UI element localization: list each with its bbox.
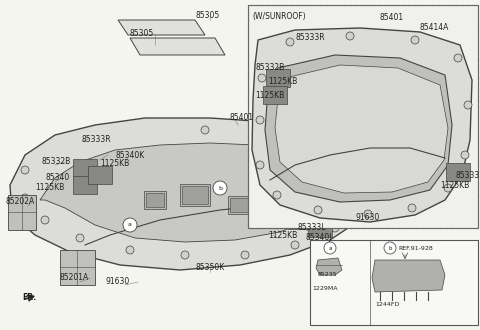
- Text: 85333R: 85333R: [82, 136, 112, 145]
- Circle shape: [366, 171, 374, 179]
- Polygon shape: [446, 163, 470, 181]
- Text: 85333L: 85333L: [455, 171, 480, 180]
- Bar: [228, 196, 253, 214]
- Circle shape: [411, 36, 419, 44]
- Bar: [180, 184, 210, 206]
- Polygon shape: [40, 143, 340, 242]
- Text: (W/SUNROOF): (W/SUNROOF): [252, 12, 306, 21]
- Text: 1125KB: 1125KB: [255, 90, 284, 100]
- Bar: [146, 193, 164, 207]
- Polygon shape: [275, 65, 448, 193]
- Text: 1125KB: 1125KB: [100, 158, 129, 168]
- Circle shape: [123, 218, 137, 232]
- Text: b: b: [388, 246, 392, 250]
- Text: 85340K: 85340K: [115, 150, 144, 159]
- Text: 85305: 85305: [130, 29, 154, 39]
- Text: 85305: 85305: [195, 11, 219, 19]
- Bar: [144, 191, 166, 209]
- Circle shape: [261, 126, 269, 134]
- Polygon shape: [88, 166, 112, 184]
- Circle shape: [286, 38, 294, 46]
- Circle shape: [76, 234, 84, 242]
- Circle shape: [126, 246, 134, 254]
- Bar: [182, 186, 208, 204]
- Bar: [230, 198, 251, 212]
- Polygon shape: [265, 55, 452, 202]
- Circle shape: [213, 181, 227, 195]
- Polygon shape: [288, 211, 312, 229]
- Text: 85401: 85401: [230, 114, 254, 122]
- Circle shape: [181, 251, 189, 259]
- Polygon shape: [263, 86, 287, 104]
- Circle shape: [364, 210, 372, 218]
- Polygon shape: [73, 176, 97, 194]
- Bar: [8, 195, 36, 230]
- Circle shape: [444, 184, 452, 192]
- Text: 85340J: 85340J: [305, 234, 332, 243]
- Text: 85333L: 85333L: [298, 223, 326, 233]
- Circle shape: [356, 201, 364, 209]
- Polygon shape: [252, 28, 472, 222]
- Text: a: a: [328, 246, 332, 250]
- Circle shape: [464, 101, 472, 109]
- Bar: [248, 5, 478, 228]
- Text: 91630: 91630: [105, 278, 129, 286]
- Circle shape: [273, 191, 281, 199]
- Polygon shape: [73, 159, 97, 177]
- Bar: [60, 250, 95, 285]
- Text: 85350K: 85350K: [195, 263, 224, 273]
- Circle shape: [201, 126, 209, 134]
- Polygon shape: [130, 38, 225, 55]
- Polygon shape: [10, 118, 380, 270]
- Text: 85201A: 85201A: [60, 274, 89, 282]
- Text: 85340: 85340: [45, 174, 69, 182]
- Circle shape: [256, 161, 264, 169]
- Text: FR.: FR.: [22, 293, 36, 303]
- Text: 85414A: 85414A: [420, 23, 449, 32]
- Circle shape: [256, 116, 264, 124]
- Text: 91630: 91630: [355, 214, 379, 222]
- Circle shape: [384, 242, 396, 254]
- Text: 85332B: 85332B: [255, 63, 284, 73]
- Circle shape: [351, 151, 359, 159]
- Circle shape: [314, 206, 322, 214]
- Polygon shape: [372, 260, 445, 292]
- Text: 85235: 85235: [318, 273, 337, 278]
- Circle shape: [324, 242, 336, 254]
- Circle shape: [291, 241, 299, 249]
- Text: 1244FD: 1244FD: [375, 303, 399, 308]
- Circle shape: [461, 151, 469, 159]
- Text: b: b: [218, 185, 222, 190]
- Text: 85332B: 85332B: [42, 157, 71, 167]
- Circle shape: [241, 251, 249, 259]
- Circle shape: [454, 54, 462, 62]
- Polygon shape: [308, 219, 332, 237]
- Circle shape: [41, 216, 49, 224]
- Polygon shape: [118, 20, 205, 35]
- Polygon shape: [266, 69, 290, 87]
- Circle shape: [346, 32, 354, 40]
- Text: 1125KB: 1125KB: [440, 181, 469, 189]
- Circle shape: [258, 74, 266, 82]
- Circle shape: [21, 194, 29, 202]
- Circle shape: [408, 204, 416, 212]
- Text: 85202A: 85202A: [5, 197, 34, 207]
- Text: REF.91-928: REF.91-928: [398, 246, 433, 250]
- Text: a: a: [128, 222, 132, 227]
- Circle shape: [331, 224, 339, 232]
- Bar: [310, 240, 478, 325]
- Text: 85401: 85401: [380, 14, 404, 22]
- Polygon shape: [316, 258, 342, 275]
- Text: 1125KB: 1125KB: [268, 230, 297, 240]
- Text: 1125KB: 1125KB: [35, 183, 64, 192]
- Bar: [248, 5, 478, 228]
- Text: 1125KB: 1125KB: [268, 78, 297, 86]
- Text: 1229MA: 1229MA: [312, 285, 337, 290]
- Circle shape: [311, 136, 319, 144]
- Circle shape: [21, 166, 29, 174]
- Text: 85333R: 85333R: [295, 34, 324, 43]
